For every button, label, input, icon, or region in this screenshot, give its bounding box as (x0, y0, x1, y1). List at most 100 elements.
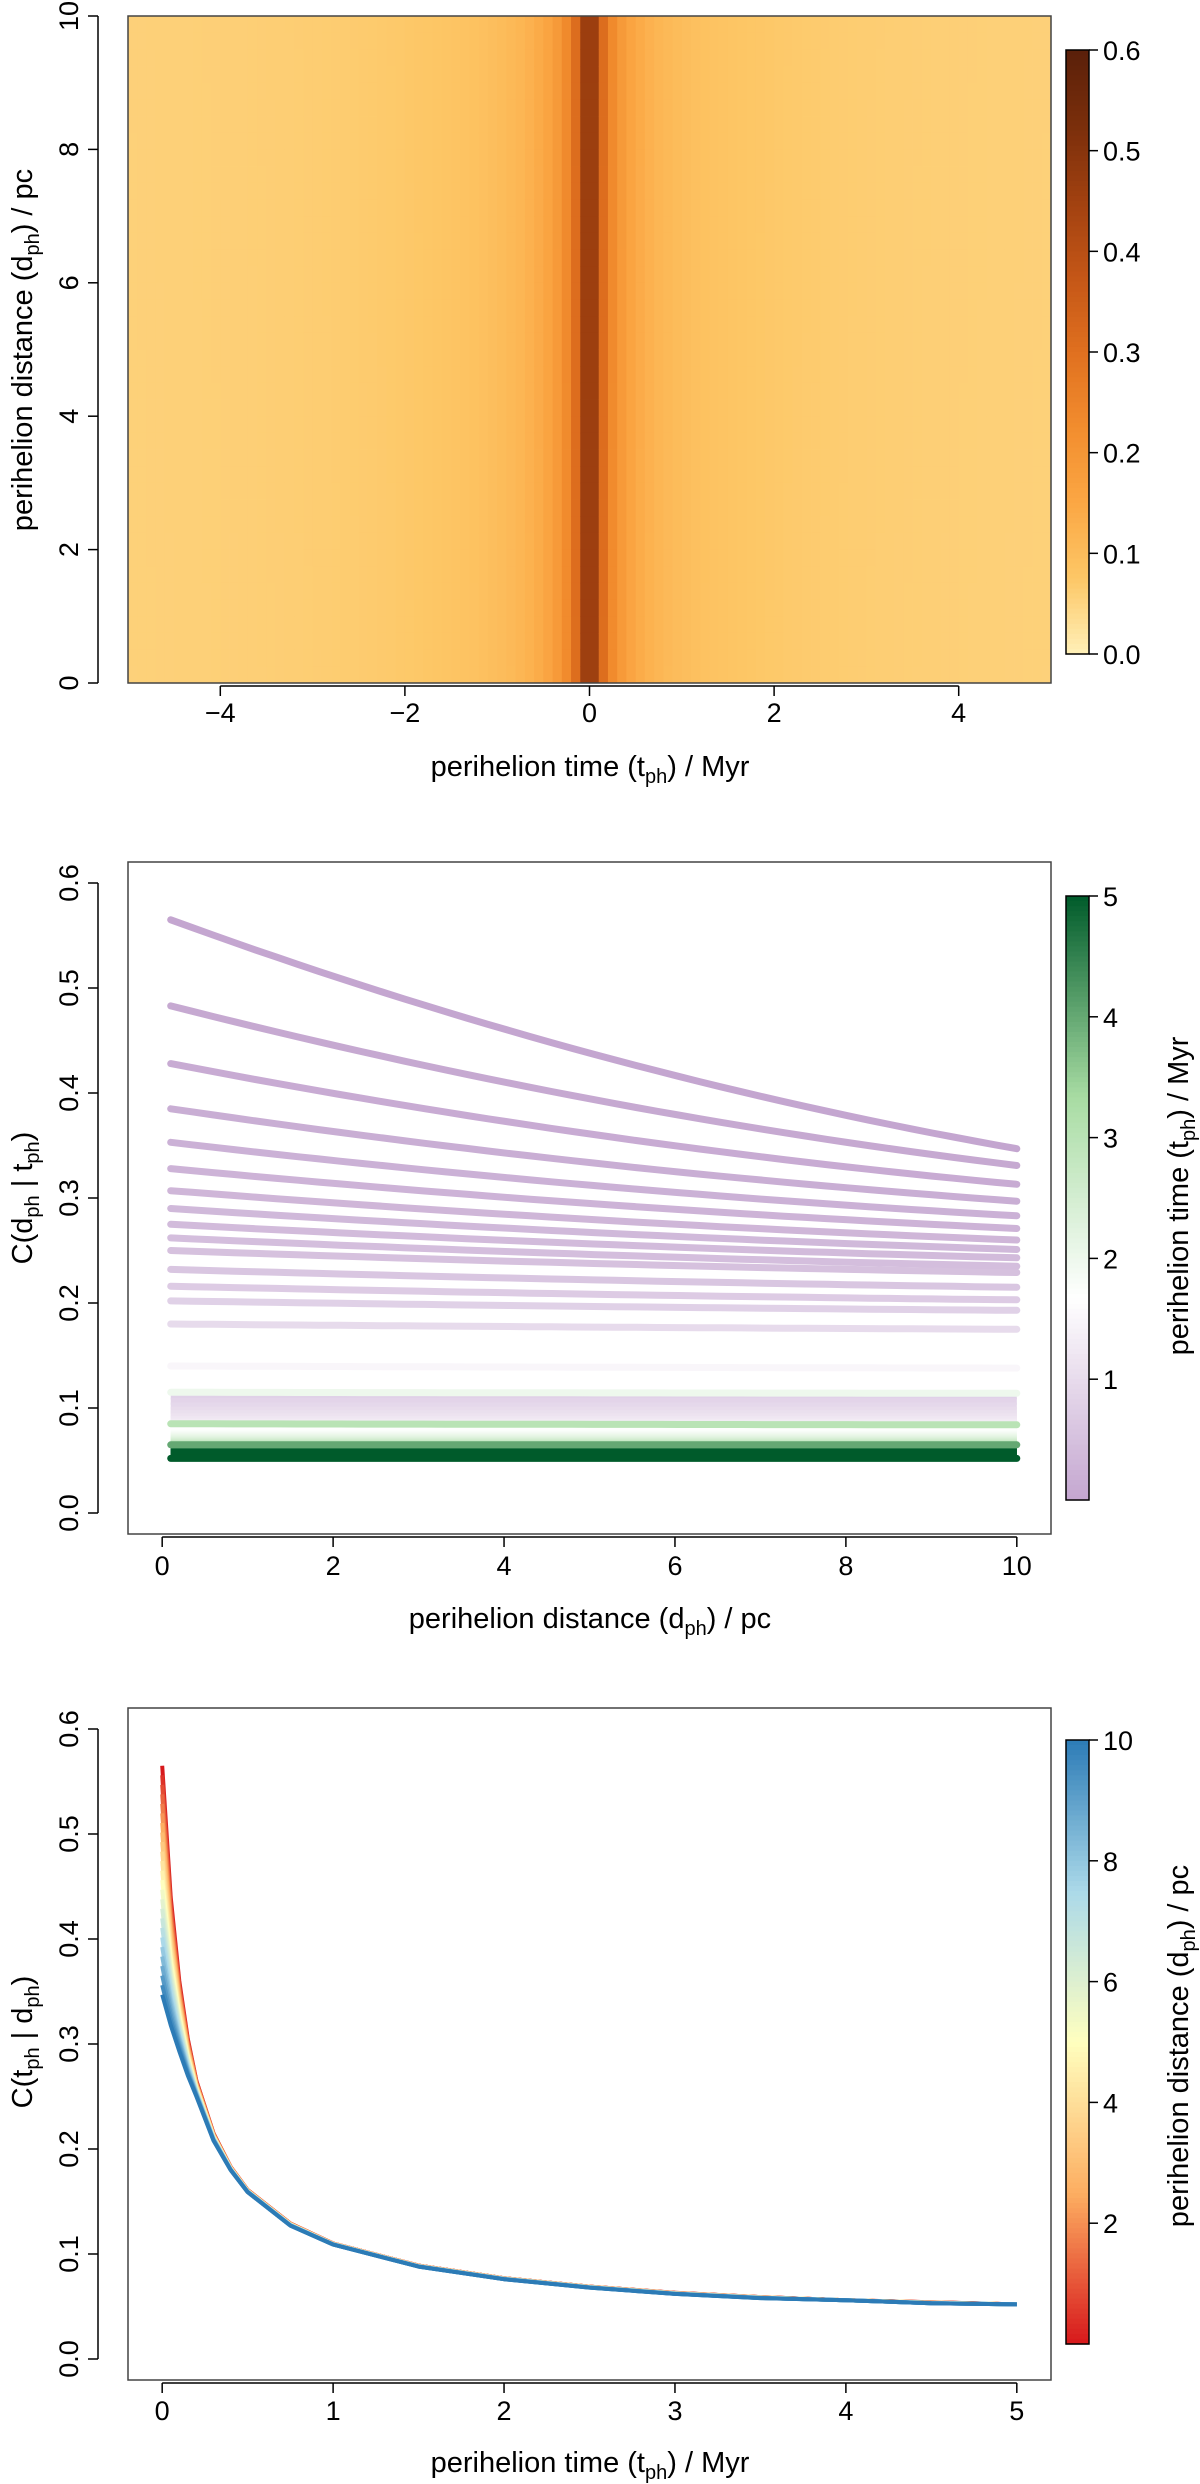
heatmap-cell (229, 299, 240, 317)
heatmap-cell (977, 149, 987, 167)
heatmap-cell (995, 366, 1006, 384)
heatmap-cell (672, 632, 683, 651)
heatmap-cell (247, 616, 258, 634)
heatmap-cell (718, 266, 729, 284)
heatmap-cell (691, 99, 701, 117)
heatmap-cell (294, 116, 304, 134)
heatmap-cell (349, 366, 360, 384)
heatmap-colorbar-segment (1066, 110, 1089, 117)
heatmap-cell (884, 299, 895, 317)
heatmap-cell (146, 449, 157, 467)
heatmap-cell (764, 249, 775, 267)
heatmap-cell (229, 566, 240, 584)
heatmap-cell (727, 182, 738, 200)
heatmap-cell (737, 32, 747, 50)
heatmap-colorbar-segment (1066, 331, 1089, 338)
heatmap-cell (691, 82, 701, 100)
heatmap-cell (340, 549, 350, 567)
heatmap-cell (847, 66, 858, 84)
heatmap-cell (838, 499, 849, 517)
heatmap-cell (718, 532, 729, 550)
heatmap-colorbar-segment (1066, 362, 1089, 368)
heatmap-cell (358, 282, 369, 300)
heatmap-cell (395, 399, 406, 417)
heatmap-cell (183, 399, 194, 417)
heatmap-cell (949, 316, 960, 334)
heatmap-cell (746, 49, 757, 67)
heatmap-cell (257, 16, 267, 34)
time-colorbar-segment (1066, 2228, 1089, 2234)
heatmap-cell (580, 616, 590, 634)
heatmap-cell (875, 532, 886, 550)
heatmap-cell (460, 482, 470, 500)
heatmap-cell (284, 616, 295, 634)
heatmap-cell (663, 466, 673, 484)
heatmap-cell (524, 666, 535, 684)
heatmap-cell (358, 216, 369, 234)
heatmap-cell (183, 282, 194, 300)
heatmap-cell (847, 132, 858, 150)
distance-colorbar-segment (1066, 1122, 1089, 1129)
heatmap-cell (441, 49, 452, 67)
heatmap-cell (312, 566, 323, 584)
heatmap-cell (220, 299, 230, 317)
heatmap-cell (931, 449, 941, 467)
heatmap-colorbar-segment (1066, 487, 1089, 494)
heatmap-cell (146, 299, 157, 317)
heatmap-cell (294, 432, 304, 450)
time-colorbar-segment (1066, 1750, 1089, 1756)
heatmap-cell (469, 432, 480, 450)
heatmap-cell (838, 632, 849, 651)
heatmap-cell (681, 532, 692, 550)
heatmap-cell (192, 116, 203, 134)
heatmap-cell (192, 566, 203, 584)
heatmap-cell (275, 532, 286, 550)
heatmap-cell (552, 216, 563, 234)
heatmap-cell (257, 99, 267, 117)
heatmap-cell (1041, 599, 1052, 617)
heatmap-cell (414, 332, 424, 350)
heatmap-cell (238, 282, 249, 300)
heatmap-cell (811, 416, 821, 434)
heatmap-cell (487, 616, 498, 634)
heatmap-cell (331, 399, 341, 417)
heatmap-cell (866, 632, 877, 651)
heatmap-cell (884, 549, 895, 567)
heatmap-cell (543, 149, 553, 167)
heatmap-cell (183, 466, 194, 484)
heatmap-cell (284, 316, 295, 334)
heatmap-cell (921, 216, 932, 234)
heatmap-cell (137, 466, 147, 484)
heatmap-cell (487, 416, 498, 434)
heatmap-cell (552, 499, 563, 517)
heatmap-cell (1041, 16, 1052, 34)
heatmap-cell (238, 299, 249, 317)
heatmap-cell (432, 266, 443, 284)
heatmap-cell (543, 316, 553, 334)
heatmap-cell (534, 432, 544, 450)
heatmap-cell (377, 199, 387, 217)
heatmap-cell (155, 16, 166, 34)
heatmap-cell (847, 99, 858, 117)
heatmap-colorbar-segment (1066, 261, 1089, 268)
heatmap-cell (192, 632, 203, 651)
heatmap-cell (128, 266, 138, 284)
heatmap-cell (1023, 366, 1033, 384)
heatmap-cell (183, 149, 194, 167)
heatmap-cell (487, 649, 498, 667)
heatmap-cell (238, 566, 249, 584)
heatmap-cell (829, 99, 840, 117)
heatmap-cell (137, 82, 147, 100)
distance-curves (167, 916, 1021, 1462)
heatmap-cell (811, 516, 821, 534)
heatmap-cell (128, 199, 138, 217)
distance-colorbar-segment (1066, 1464, 1089, 1471)
heatmap-cell (654, 582, 664, 601)
heatmap-cell (423, 532, 433, 550)
heatmap-cell (404, 132, 415, 150)
heatmap-cell (146, 599, 157, 617)
heatmap-cell (589, 99, 600, 117)
heatmap-cell (709, 216, 720, 234)
heatmap-cell (672, 482, 683, 500)
heatmap-cell (432, 182, 443, 200)
